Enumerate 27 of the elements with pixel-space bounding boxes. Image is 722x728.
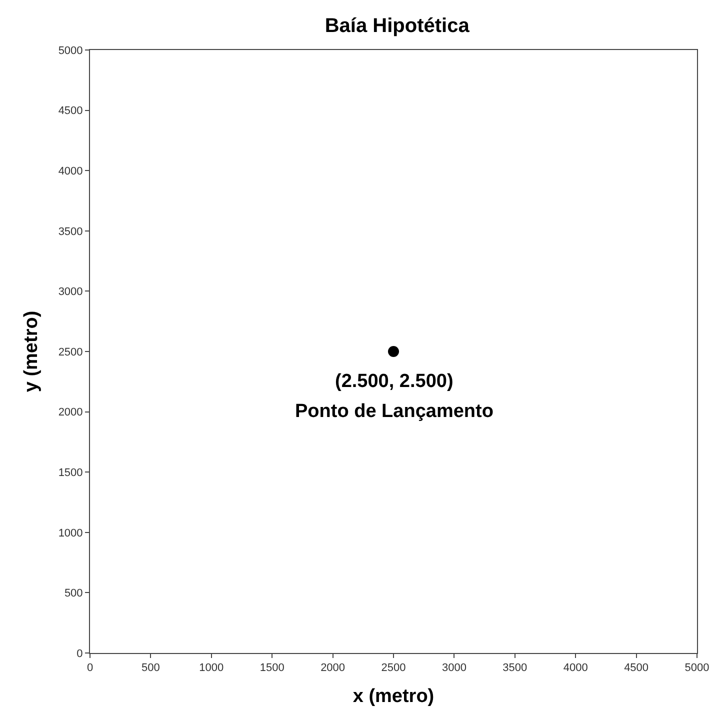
y-tick-label: 4000 <box>58 165 83 178</box>
y-tick-label: 0 <box>76 648 83 660</box>
x-tick-label: 0 <box>86 662 94 674</box>
x-tick-label: 2500 <box>381 662 406 674</box>
annotation: (2.500, 2.500) <box>335 371 454 392</box>
y-axis-title: y (metro) <box>21 310 42 392</box>
y-tick-label: 5000 <box>58 44 83 57</box>
x-axis-title: x (metro) <box>352 686 434 707</box>
x-tick-label: 4000 <box>563 662 588 674</box>
y-tick-label: 500 <box>64 588 83 600</box>
x-tick-label: 3500 <box>502 662 528 674</box>
x-tick-label: 3000 <box>442 662 466 674</box>
annotation: Ponto de Lançamento <box>295 401 494 422</box>
y-tick-label: 2500 <box>58 346 83 358</box>
y-tick-label: 4500 <box>58 105 83 118</box>
chart-title: Baía Hipotética <box>324 15 470 38</box>
y-tick-label: 1500 <box>58 466 83 479</box>
x-tick-label: 2000 <box>320 662 346 674</box>
x-tick-label: 4500 <box>624 662 649 674</box>
x-tick-label: 1000 <box>199 662 224 674</box>
x-tick-label: 1500 <box>260 662 284 674</box>
x-tick-label: 5000 <box>684 662 710 674</box>
y-tick-label: 3500 <box>58 226 83 238</box>
x-tick-label: 500 <box>142 662 160 674</box>
y-tick-label: 2000 <box>58 406 83 419</box>
y-tick-label: 1000 <box>58 527 83 540</box>
y-tick-label: 3000 <box>58 286 83 298</box>
